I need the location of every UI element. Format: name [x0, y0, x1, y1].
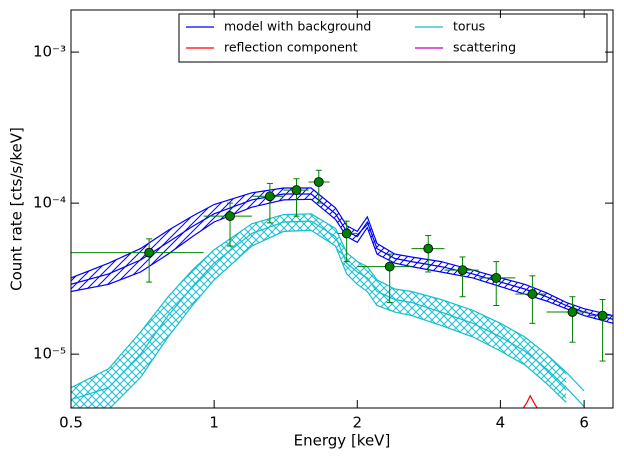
y-tick-label: 10⁻⁵	[33, 345, 66, 363]
series-line	[71, 193, 613, 320]
legend-label: scattering	[453, 40, 516, 55]
x-tick-label: 4	[496, 414, 506, 432]
data-point	[567, 307, 578, 317]
x-axis-label: Energy [keV]	[294, 432, 391, 450]
series-line	[71, 220, 585, 407]
legend-box	[178, 13, 608, 63]
y-axis-label: Count rate [cts/s/keV]	[8, 127, 26, 291]
data-point	[457, 265, 468, 276]
data-point	[491, 272, 502, 283]
y-tick-label: 10⁻³	[33, 43, 66, 61]
legend-label: model with background	[224, 19, 371, 34]
data-point	[341, 228, 352, 239]
band	[71, 213, 567, 408]
data-point	[225, 211, 235, 222]
axes-frame	[70, 9, 614, 409]
legend-label: reflection component	[224, 40, 358, 55]
plot-area	[71, 169, 613, 408]
data-point	[527, 289, 538, 299]
data-point	[423, 243, 434, 254]
x-tick-label: 1	[209, 414, 219, 432]
x-tick-label: 2	[352, 414, 362, 432]
data-point	[291, 185, 302, 195]
data-point	[313, 177, 324, 187]
band-edge	[71, 187, 613, 317]
series-line	[522, 394, 538, 408]
x-tick-label: 6	[579, 414, 589, 432]
data-point	[384, 261, 395, 272]
data-point	[597, 310, 608, 321]
data-point	[264, 191, 275, 202]
y-tick-label: 10⁻⁴	[33, 194, 66, 212]
band-edge	[109, 229, 567, 408]
band-edge	[71, 213, 585, 392]
data-point	[144, 247, 155, 258]
legend-label: torus	[453, 19, 485, 34]
x-tick-label: 0.5	[59, 414, 83, 432]
band	[71, 188, 613, 324]
